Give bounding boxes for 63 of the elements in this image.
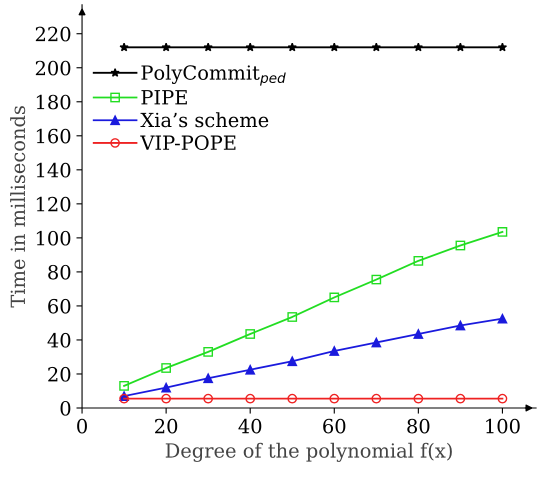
point [414, 42, 424, 52]
point [203, 373, 214, 384]
x-tick-label: 40 [238, 418, 262, 434]
y-tick-label: 160 [36, 128, 70, 144]
point [413, 256, 424, 266]
y-tick-label: 100 [36, 230, 70, 246]
point [246, 42, 255, 52]
y-tick-label: 180 [36, 94, 70, 110]
point [287, 312, 298, 322]
x-tick-label: 100 [486, 418, 520, 434]
point [161, 394, 171, 404]
y-tick-label: 140 [36, 162, 70, 178]
point [161, 42, 171, 52]
y-tick-label: 80 [48, 264, 70, 280]
point [329, 346, 340, 356]
x-tick-label: 0 [77, 418, 87, 434]
point [371, 394, 382, 404]
x-tick-label: 80 [407, 418, 430, 434]
legend-label: VIP-POPE [140, 135, 236, 150]
point [245, 329, 256, 339]
y-tick-label: 20 [48, 366, 70, 382]
point [413, 394, 424, 404]
point [203, 394, 214, 404]
point [119, 381, 129, 391]
point [204, 42, 213, 52]
point [498, 42, 508, 52]
y-tick-label: 0 [60, 400, 70, 416]
y-axis-title: Time in milliseconds [10, 106, 26, 308]
point [287, 356, 298, 366]
legend-label: Xia’s scheme [140, 112, 268, 128]
x-tick-label: 60 [323, 418, 346, 434]
point [456, 320, 466, 330]
point [119, 394, 129, 404]
point [329, 292, 340, 302]
y-tick-label: 220 [36, 26, 70, 42]
point [456, 42, 466, 52]
y-tick-label: 60 [48, 298, 70, 314]
y-tick-label: 120 [36, 196, 70, 212]
point [498, 314, 508, 324]
point [498, 227, 508, 237]
x-axis-title: Degree of the polynomial f(x) [166, 442, 452, 462]
legend-label: PIPE [141, 90, 187, 104]
legend-label: PolyCommit$_{ped}$ [141, 64, 286, 86]
point [371, 338, 382, 348]
point [161, 382, 171, 392]
point [245, 364, 256, 375]
point [456, 394, 466, 404]
point [203, 346, 214, 357]
point [288, 42, 297, 52]
point [245, 394, 256, 404]
point [498, 394, 508, 404]
point [330, 42, 339, 52]
point [413, 329, 424, 339]
point [287, 394, 298, 404]
point [329, 394, 340, 404]
point [161, 363, 171, 373]
y-tick-label: 200 [36, 60, 70, 76]
point [119, 42, 129, 52]
y-tick-label: 40 [47, 332, 70, 348]
point [456, 240, 466, 250]
x-tick-label: 20 [155, 418, 178, 434]
point [371, 274, 382, 284]
point [372, 42, 381, 52]
